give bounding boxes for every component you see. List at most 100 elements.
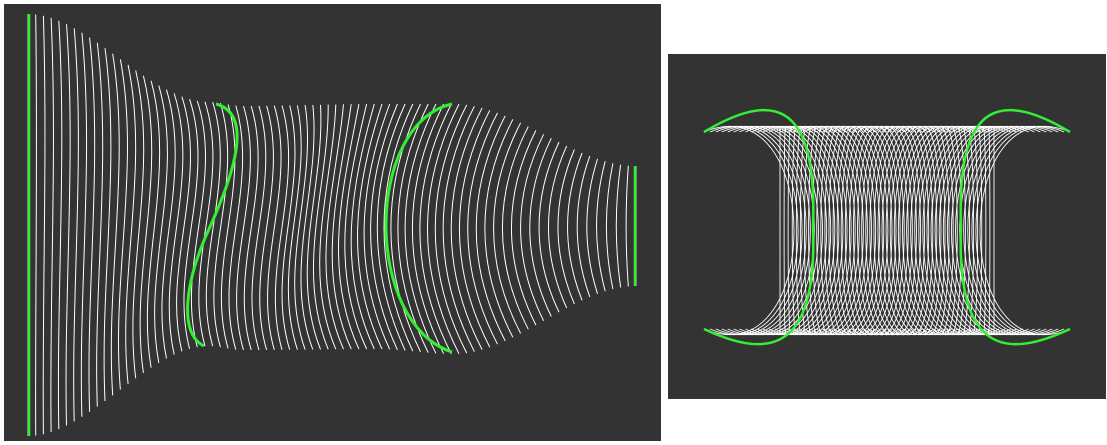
sweep-profile-line	[337, 104, 360, 350]
sweep-profile-line	[357, 103, 383, 350]
curve-family-line	[836, 126, 864, 335]
sweep-profile-line	[88, 37, 96, 412]
curve-family-line	[780, 125, 848, 336]
curve-family-line	[930, 125, 1000, 336]
sweep-profile-line	[596, 161, 606, 292]
sweep-profile-line	[319, 104, 337, 350]
curve-family-line	[955, 125, 1035, 336]
sweep-profile-line	[236, 105, 251, 351]
sweep-profile-line	[117, 59, 128, 390]
curve-family-line	[926, 125, 994, 336]
curve-family-line	[904, 126, 934, 335]
curve-family-line	[963, 126, 975, 335]
sweep-profile-line	[35, 14, 38, 436]
sweep-profile-line	[625, 165, 629, 287]
sweep-profile-line	[586, 158, 598, 294]
curve-family-line	[768, 125, 840, 336]
sweep-profile-line	[313, 104, 329, 350]
sweep-profile-line	[168, 93, 184, 355]
sweep-profile-line	[442, 105, 475, 352]
curve-family-line	[928, 126, 950, 335]
sweep-profile-line	[493, 122, 522, 334]
curve-family-line	[910, 126, 938, 335]
curve-family-line	[857, 126, 893, 335]
sweep-profile-line	[484, 119, 514, 338]
sweep-profile-line	[80, 32, 88, 417]
curve-family-line	[902, 125, 958, 336]
curve-family-line	[791, 126, 799, 335]
curve-family-line	[816, 125, 872, 336]
sweep-profile-line	[125, 64, 137, 384]
curve-family-line	[783, 126, 787, 335]
sweep-profile-line	[576, 155, 591, 298]
sweep-profile-line	[274, 105, 290, 350]
curve-family-line	[853, 126, 887, 335]
curve-family-line	[889, 125, 941, 336]
curve-family-line	[881, 126, 917, 335]
sweep-profile-line	[146, 80, 161, 368]
curve-family-line	[787, 126, 793, 335]
sweep-profile-line	[287, 105, 302, 350]
curve-family-line	[808, 126, 822, 335]
sweep-profile-line	[50, 17, 54, 433]
sweep-profile-line	[363, 103, 391, 350]
sweep-profile-line	[96, 42, 104, 407]
curve-family-line	[799, 126, 811, 335]
curve-family-line	[865, 126, 905, 335]
sweep-profile-line	[220, 104, 236, 349]
curve-family-line	[824, 126, 846, 335]
curve-family-line	[739, 125, 819, 336]
left-sweep-canvas	[27, 13, 637, 436]
sweep-profile-line	[139, 75, 153, 373]
curve-family-line	[795, 126, 805, 335]
sweep-profile-line	[450, 107, 483, 350]
curve-family-line	[745, 125, 823, 336]
sweep-profile-line	[467, 112, 498, 345]
sweep-profile-line	[190, 100, 206, 348]
sweep-profile-line	[306, 104, 322, 350]
sweep-profile-line	[557, 149, 575, 305]
curve-family-line	[981, 126, 987, 335]
curve-family-line	[934, 125, 1006, 336]
curve-family-line	[804, 126, 816, 335]
sweep-profile-line	[434, 104, 468, 354]
sweep-profile-line	[350, 103, 375, 350]
sweep-profile-line	[538, 141, 560, 313]
sweep-profile-line	[502, 126, 529, 330]
curve-family-line	[979, 125, 1071, 336]
key-profile-c-curve	[384, 102, 453, 354]
curve-family-line	[875, 126, 913, 335]
curve-family-line	[893, 125, 946, 336]
curve-family-line	[820, 126, 840, 335]
curve-family-line	[792, 125, 856, 336]
curve-family-line	[786, 125, 852, 336]
sweep-profile-line	[605, 163, 614, 290]
sweep-profile-line	[183, 99, 199, 350]
boundary-curve-right	[959, 108, 1071, 346]
sweep-profile-line	[331, 104, 352, 350]
curve-family-line	[832, 126, 858, 335]
curve-family-line	[934, 126, 954, 335]
sweep-profile-line	[459, 109, 491, 348]
curve-family-line	[887, 126, 921, 335]
sweep-profile-line	[213, 102, 229, 348]
sweep-profile-line	[567, 152, 583, 301]
sweep-profile-line	[300, 104, 315, 350]
curve-family-line	[958, 126, 970, 335]
curve-family-line	[828, 125, 881, 336]
sweep-profile-line	[228, 105, 244, 350]
curve-family-line	[833, 125, 885, 336]
sweep-profile-line	[65, 24, 71, 426]
sweep-profile-line	[412, 103, 445, 354]
curve-family-line	[774, 125, 844, 336]
curve-family-line	[840, 126, 870, 335]
curve-family-line	[822, 125, 877, 336]
curve-family-line	[863, 125, 905, 336]
sweep-profile-line	[419, 103, 452, 355]
sweep-profile-line	[198, 101, 214, 347]
sweep-profile-line	[251, 105, 267, 351]
curve-family-line	[951, 125, 1029, 336]
curve-family-line	[839, 125, 889, 336]
sweep-profile-line	[267, 105, 282, 351]
sweep-profile-line	[103, 48, 112, 402]
